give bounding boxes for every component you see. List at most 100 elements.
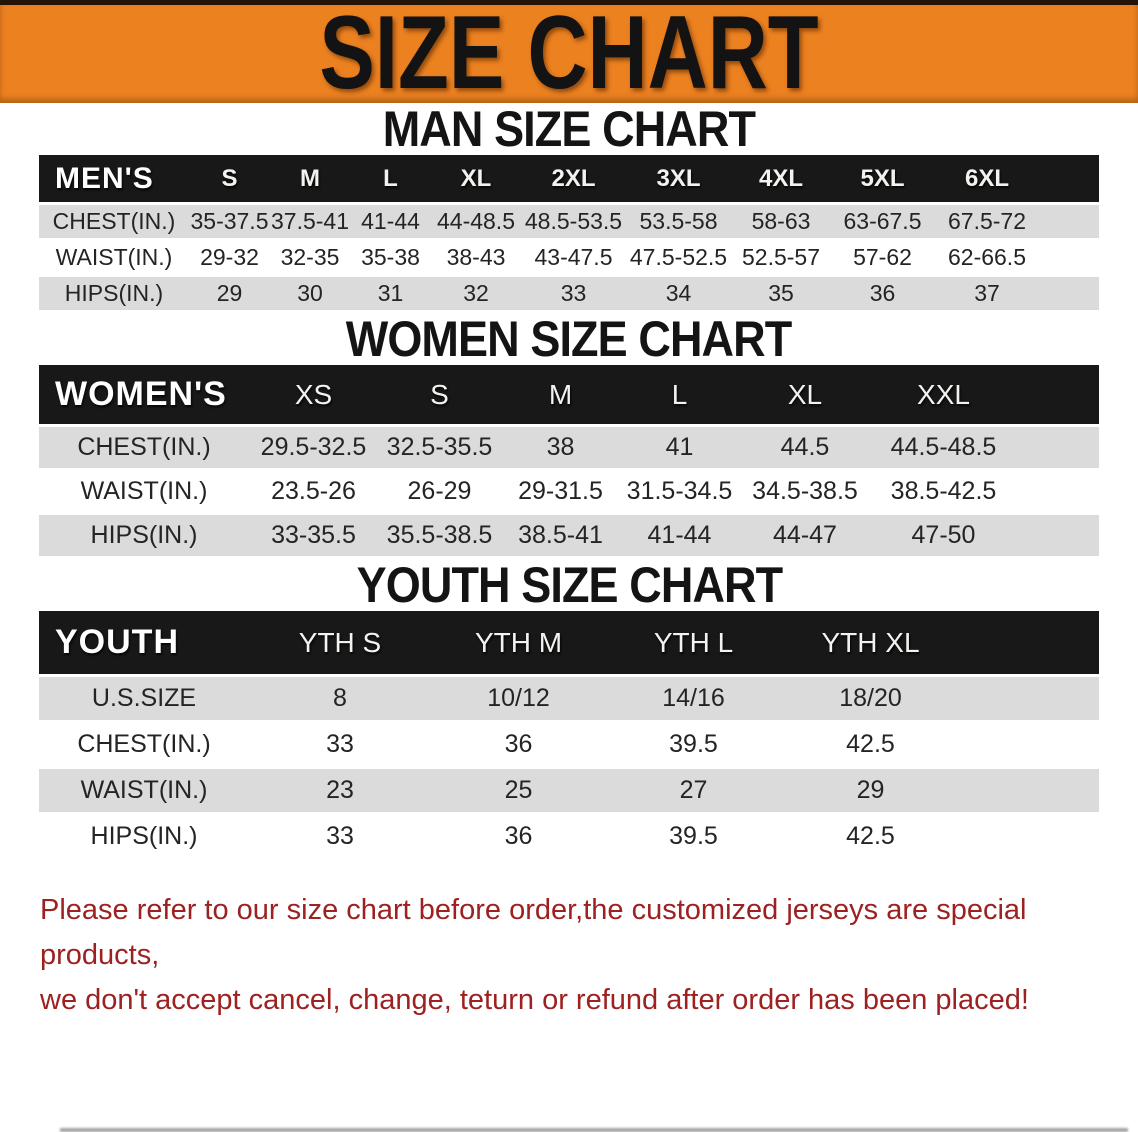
size-value: 35-38 xyxy=(350,241,431,277)
size-value: 30 xyxy=(270,277,350,313)
size-value: 38.5-42.5 xyxy=(871,471,1099,515)
measurement-label: CHEST(IN.) xyxy=(39,205,189,241)
size-column-header: L xyxy=(350,155,431,205)
size-value: 58-63 xyxy=(731,205,831,241)
size-value: 29 xyxy=(189,277,270,313)
size-value: 39.5 xyxy=(606,723,781,769)
men-size-section: MAN SIZE CHART MEN'S S M L XL 2XL 3XL 4XL 5XL 6XL… xyxy=(0,103,1138,313)
size-column-header: XL xyxy=(431,155,521,205)
measurement-label: HIPS(IN.) xyxy=(39,815,249,861)
table-row: CHEST(IN.) 29.5-32.5 32.5-35.5 38 41 44.5 44.5… xyxy=(39,427,1099,471)
size-value: 33 xyxy=(521,277,626,313)
size-value: 31.5-34.5 xyxy=(620,471,739,515)
size-value: 42.5 xyxy=(781,815,1099,861)
size-value: 29 xyxy=(781,769,1099,815)
youth-header-row: YOUTH YTH S YTH M YTH L YTH XL xyxy=(39,611,1099,677)
size-value: 36 xyxy=(831,277,934,313)
size-value: 36 xyxy=(431,815,606,861)
size-value: 33 xyxy=(249,723,431,769)
size-value: 32.5-35.5 xyxy=(378,427,501,471)
table-row: WAIST(IN.) 23 25 27 29 xyxy=(39,769,1099,815)
bottom-edge-artifact xyxy=(60,1128,1128,1132)
size-value: 29-32 xyxy=(189,241,270,277)
size-value: 57-62 xyxy=(831,241,934,277)
size-column-header: 5XL xyxy=(831,155,934,205)
banner: SIZE CHART xyxy=(0,0,1138,111)
size-column-header: M xyxy=(501,365,620,427)
size-value: 35 xyxy=(731,277,831,313)
table-row: HIPS(IN.) 29 30 31 32 33 34 35 36 37 xyxy=(39,277,1099,313)
size-value: 44-47 xyxy=(739,515,871,559)
size-column-header: S xyxy=(189,155,270,205)
order-disclaimer: Please refer to our size chart before or… xyxy=(40,888,1118,1023)
size-value: 29-31.5 xyxy=(501,471,620,515)
size-value: 36 xyxy=(431,723,606,769)
men-header-row: MEN'S S M L XL 2XL 3XL 4XL 5XL 6XL xyxy=(39,155,1099,205)
size-value: 33-35.5 xyxy=(249,515,378,559)
youth-size-section: YOUTH SIZE CHART YOUTH YTH S YTH M YTH L YTH… xyxy=(0,559,1138,861)
size-value: 47.5-52.5 xyxy=(626,241,731,277)
size-column-header: L xyxy=(620,365,739,427)
size-value: 32-35 xyxy=(270,241,350,277)
size-value: 8 xyxy=(249,677,431,723)
size-value: 37.5-41 xyxy=(270,205,350,241)
measurement-label: WAIST(IN.) xyxy=(39,769,249,815)
size-value: 39.5 xyxy=(606,815,781,861)
size-value: 63-67.5 xyxy=(831,205,934,241)
table-row: CHEST(IN.) 33 36 39.5 42.5 xyxy=(39,723,1099,769)
measurement-label: HIPS(IN.) xyxy=(39,515,249,559)
size-column-header: S xyxy=(378,365,501,427)
women-group-label: WOMEN'S xyxy=(39,365,249,427)
table-row: CHEST(IN.) 35-37.5 37.5-41 41-44 44-48.5 48.5… xyxy=(39,205,1099,241)
size-value: 41 xyxy=(620,427,739,471)
page-title: SIZE CHART xyxy=(319,0,819,111)
size-column-header: YTH S xyxy=(249,611,431,677)
women-size-table: WOMEN'S XS S M L XL XXL CHEST(IN.) 29.5-32.5 32.5… xyxy=(39,365,1099,559)
size-value: 34 xyxy=(626,277,731,313)
size-value: 33 xyxy=(249,815,431,861)
size-value: 23.5-26 xyxy=(249,471,378,515)
table-row: WAIST(IN.) 23.5-26 26-29 29-31.5 31.5-34.5 34… xyxy=(39,471,1099,515)
size-value: 18/20 xyxy=(781,677,1099,723)
size-value: 42.5 xyxy=(781,723,1099,769)
disclaimer-line-2: we don't accept cancel, change, teturn o… xyxy=(40,983,1029,1016)
size-value: 53.5-58 xyxy=(626,205,731,241)
disclaimer-line-1: Please refer to our size chart before or… xyxy=(40,894,1027,971)
women-size-section: WOMEN SIZE CHART WOMEN'S XS S M L XL XXL CHEST(… xyxy=(0,313,1138,559)
women-section-title: WOMEN SIZE CHART xyxy=(346,311,792,367)
size-column-header: M xyxy=(270,155,350,205)
women-header-row: WOMEN'S XS S M L XL XXL xyxy=(39,365,1099,427)
size-value: 62-66.5 xyxy=(934,241,1099,277)
size-column-header: YTH M xyxy=(431,611,606,677)
size-column-header: YTH L xyxy=(606,611,781,677)
size-column-header: XS xyxy=(249,365,378,427)
size-value: 34.5-38.5 xyxy=(739,471,871,515)
size-value: 44.5-48.5 xyxy=(871,427,1099,471)
youth-size-table: YOUTH YTH S YTH M YTH L YTH XL U.S.SIZE 8 10/12… xyxy=(39,611,1099,861)
table-row: U.S.SIZE 8 10/12 14/16 18/20 xyxy=(39,677,1099,723)
size-value: 41-44 xyxy=(350,205,431,241)
size-column-header: 2XL xyxy=(521,155,626,205)
size-column-header: XL xyxy=(739,365,871,427)
size-value: 47-50 xyxy=(871,515,1099,559)
measurement-label: WAIST(IN.) xyxy=(39,241,189,277)
size-column-header: 6XL xyxy=(934,155,1099,205)
size-value: 44.5 xyxy=(739,427,871,471)
table-row: HIPS(IN.) 33 36 39.5 42.5 xyxy=(39,815,1099,861)
size-value: 29.5-32.5 xyxy=(249,427,378,471)
men-size-table: MEN'S S M L XL 2XL 3XL 4XL 5XL 6XL CHEST(IN.) 35-37… xyxy=(39,155,1099,313)
size-value: 43-47.5 xyxy=(521,241,626,277)
size-value: 38 xyxy=(501,427,620,471)
size-value: 26-29 xyxy=(378,471,501,515)
table-row: WAIST(IN.) 29-32 32-35 35-38 38-43 43-47.5 47.… xyxy=(39,241,1099,277)
size-column-header: 3XL xyxy=(626,155,731,205)
size-value: 37 xyxy=(934,277,1099,313)
measurement-label: CHEST(IN.) xyxy=(39,723,249,769)
size-column-header: XXL xyxy=(871,365,1099,427)
measurement-label: CHEST(IN.) xyxy=(39,427,249,471)
size-value: 27 xyxy=(606,769,781,815)
size-value: 35.5-38.5 xyxy=(378,515,501,559)
size-value: 32 xyxy=(431,277,521,313)
size-value: 48.5-53.5 xyxy=(521,205,626,241)
youth-section-title: YOUTH SIZE CHART xyxy=(356,557,783,613)
